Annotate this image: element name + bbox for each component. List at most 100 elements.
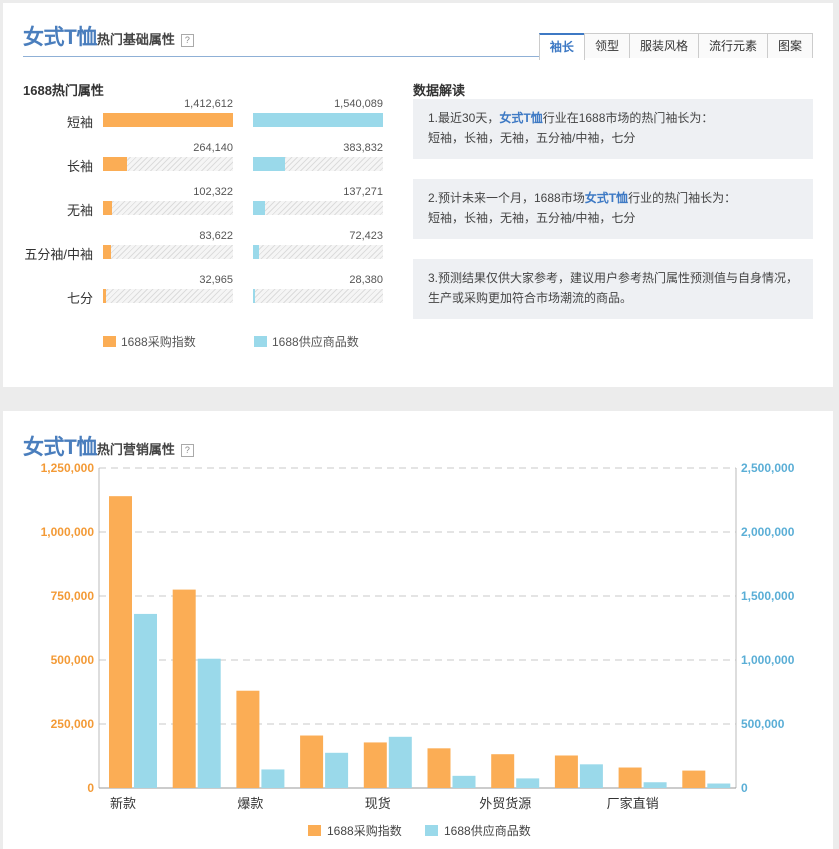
purchase-bar-track[interactable] — [103, 157, 233, 171]
supply-bar-track[interactable] — [253, 245, 383, 259]
supply-value: 28,380 — [349, 274, 383, 286]
attribute-label: 长袖 — [66, 159, 93, 174]
legend-swatch-orange — [103, 336, 116, 347]
attribute-label: 五分袖/中袖 — [24, 247, 93, 262]
interpretation-box-2: 2.预计未来一个月，1688市场女式T恤行业的热门袖长为： 短袖，长袖，无袖，五… — [413, 179, 813, 239]
interp-highlight: 女式T恤 — [584, 191, 629, 205]
purchase-bar[interactable] — [103, 157, 128, 171]
purchase-bar[interactable] — [103, 201, 113, 215]
purchase-index-bar[interactable] — [172, 589, 196, 788]
supply-bar[interactable] — [253, 245, 260, 259]
supply-bar[interactable] — [253, 113, 383, 127]
tab-2[interactable]: 服装风格 — [628, 33, 699, 58]
legend-swatch-blue — [254, 336, 267, 347]
purchase-bar[interactable] — [103, 289, 107, 303]
supply-bar-track[interactable] — [253, 157, 383, 171]
supply-bar[interactable] — [253, 201, 265, 215]
purchase-bar-track[interactable] — [103, 245, 233, 259]
legend-label: 1688采购指数 — [121, 335, 196, 349]
legend-supply[interactable]: 1688供应商品数 — [254, 333, 359, 350]
y-left-tick-label: 1,000,000 — [41, 525, 95, 539]
purchase-value: 32,965 — [199, 274, 233, 286]
y-left-tick-label: 500,000 — [51, 653, 95, 667]
interpretation-box-3: 3.预测结果仅供大家参考，建议用户参考热门属性预测值与自身情况，生产或采购更加符… — [413, 259, 813, 319]
title-divider — [23, 56, 813, 57]
interp-text: 短袖，长袖，无袖，五分袖/中袖，七分 — [428, 131, 636, 145]
y-right-tick-label: 2,500,000 — [741, 461, 795, 475]
basic-panel-title: 女式T恤热门基础属性? — [23, 21, 194, 51]
y-left-tick-label: 750,000 — [51, 589, 95, 603]
supply-count-bar[interactable] — [388, 736, 412, 788]
category-name: 女式T恤 — [23, 436, 97, 459]
supply-count-bar[interactable] — [579, 764, 603, 788]
market-panel-title: 女式T恤热门营销属性? — [23, 431, 194, 461]
supply-bar-track[interactable] — [253, 289, 383, 303]
supply-count-bar[interactable] — [261, 769, 285, 788]
legend-purchase[interactable]: 1688采购指数 — [103, 333, 196, 350]
legend-swatch[interactable] — [425, 825, 438, 836]
tab-0[interactable]: 袖长 — [538, 33, 585, 60]
interpretation-box-1: 1.最近30天，女式T恤行业在1688市场的热门袖长为： 短袖，长袖，无袖，五分… — [413, 99, 813, 159]
purchase-index-bar[interactable] — [300, 735, 324, 788]
help-icon[interactable]: ? — [180, 444, 194, 457]
interpretation-title: 数据解读 — [413, 83, 466, 98]
legend-label[interactable]: 1688采购指数 — [327, 823, 402, 838]
supply-bar[interactable] — [253, 289, 256, 303]
supply-count-bar[interactable] — [707, 783, 731, 788]
purchase-index-bar[interactable] — [427, 748, 451, 788]
purchase-index-bar[interactable] — [363, 742, 387, 788]
purchase-bar[interactable] — [103, 245, 111, 259]
supply-value: 72,423 — [349, 230, 383, 242]
marketing-bar-chart: 0 0 250,000 500,000 500,000 1,000,000 750,000 1… — [41, 461, 795, 838]
legend-label: 1688供应商品数 — [272, 335, 359, 349]
supply-count-bar[interactable] — [197, 658, 221, 788]
supply-bar-track[interactable] — [253, 113, 383, 127]
supply-count-bar[interactable] — [643, 782, 667, 788]
help-icon[interactable]: ? — [180, 34, 194, 47]
purchase-bar[interactable] — [103, 113, 233, 127]
y-left-tick-label: 0 — [87, 781, 94, 795]
attribute-label: 短袖 — [66, 115, 93, 130]
interp-text: 短袖，长袖，无袖，五分袖/中袖，七分 — [428, 211, 636, 225]
purchase-value: 102,322 — [193, 186, 233, 198]
purchase-index-bar[interactable] — [491, 754, 515, 788]
purchase-value: 1,412,612 — [184, 98, 233, 110]
purchase-index-bar[interactable] — [236, 690, 260, 788]
y-left-tick-label: 1,250,000 — [41, 461, 95, 475]
interp-text: 行业的热门袖长为： — [628, 191, 737, 205]
tab-4[interactable]: 图案 — [766, 33, 813, 58]
x-category-label: 厂家直销 — [607, 796, 659, 811]
legend-label[interactable]: 1688供应商品数 — [444, 823, 531, 838]
supply-bar-track[interactable] — [253, 201, 383, 215]
x-category-label: 爆款 — [237, 796, 263, 811]
y-right-tick-label: 2,000,000 — [741, 525, 795, 539]
supply-count-bar[interactable] — [516, 778, 540, 788]
marketing-attributes-panel: 女式T恤热门营销属性? 0 0 250,000 500,000 500,000 1,000… — [3, 411, 833, 849]
purchase-bar-track[interactable] — [103, 201, 233, 215]
y-right-tick-label: 1,500,000 — [741, 589, 795, 603]
attribute-label: 无袖 — [66, 203, 93, 218]
interp-text: 1.最近30天， — [428, 111, 500, 125]
supply-count-bar[interactable] — [134, 613, 157, 788]
purchase-index-bar[interactable] — [109, 496, 132, 788]
legend-swatch[interactable] — [308, 825, 321, 836]
purchase-index-bar[interactable] — [682, 770, 706, 788]
tab-1[interactable]: 领型 — [583, 33, 630, 58]
interp-highlight: 女式T恤 — [499, 111, 543, 125]
y-right-tick-label: 1,000,000 — [741, 653, 795, 667]
purchase-value: 83,622 — [199, 230, 233, 242]
basic-attributes-panel: 女式T恤热门基础属性? 袖长 领型 服装风格 流行元素 图案 1688热门属性 短袖 1,… — [3, 3, 833, 387]
tab-3[interactable]: 流行元素 — [697, 33, 768, 58]
interp-text: 3.预测结果仅供大家参考，建议用户参考热门属性预测值与自身情况，生产或采购更加符… — [428, 271, 799, 305]
x-category-label: 现货 — [365, 796, 391, 811]
y-right-tick-label: 500,000 — [741, 717, 785, 731]
purchase-index-bar[interactable] — [554, 755, 578, 788]
purchase-bar-track[interactable] — [103, 113, 233, 127]
purchase-index-bar[interactable] — [618, 767, 642, 788]
supply-count-bar[interactable] — [452, 775, 476, 788]
supply-count-bar[interactable] — [325, 752, 349, 788]
interp-text: 2.预计未来一个月，1688市场 — [428, 191, 585, 205]
supply-bar[interactable] — [253, 157, 286, 171]
panel-subtitle: 热门营销属性 — [96, 442, 175, 457]
purchase-bar-track[interactable] — [103, 289, 233, 303]
